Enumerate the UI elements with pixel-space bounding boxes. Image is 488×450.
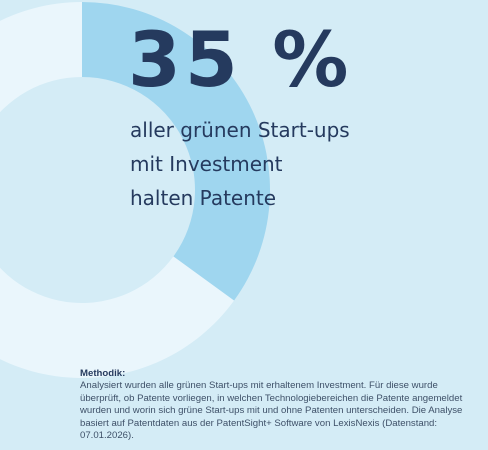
headline-percentage: 35 % xyxy=(128,15,353,104)
methodology-title: Methodik: xyxy=(80,368,126,379)
methodology-block: Methodik: Analysiert wurden alle grünen … xyxy=(80,368,480,442)
headline-line-2: mit Investment xyxy=(130,152,283,176)
methodology-text: Analysiert wurden alle grünen Start-ups … xyxy=(80,380,463,442)
headline-line-3: halten Patente xyxy=(130,186,277,210)
donut-segment-rest xyxy=(0,2,235,378)
headline-line-1: aller grünen Start-ups xyxy=(130,118,350,142)
donut-segment-highlight xyxy=(82,2,270,301)
